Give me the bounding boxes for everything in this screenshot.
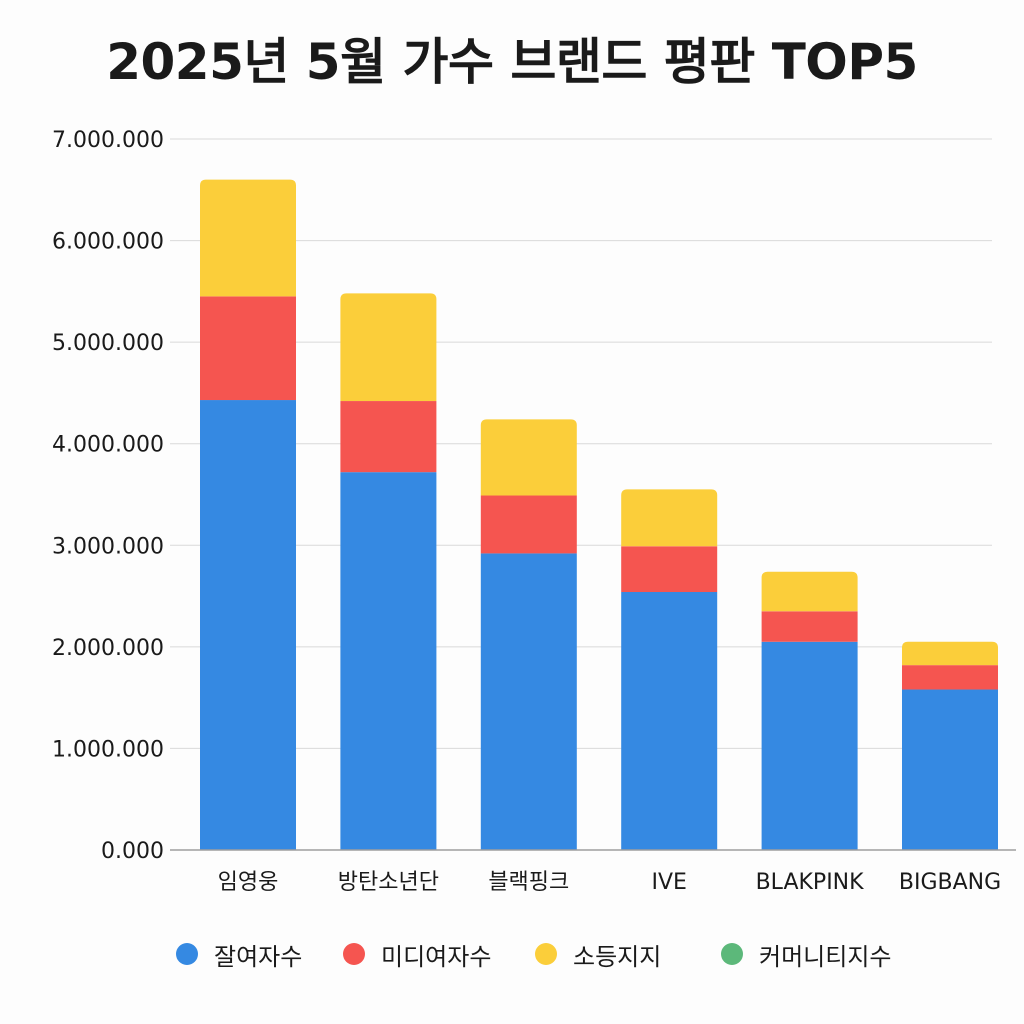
legend-label: 커머니티지수 <box>759 942 892 971</box>
grid-lines <box>170 138 992 749</box>
y-tick-label: 3.000.000 <box>52 534 164 559</box>
bar-segment <box>340 401 437 473</box>
bar-segment <box>200 179 296 297</box>
y-tick-label: 2.000.000 <box>52 636 164 661</box>
bars <box>200 179 998 850</box>
y-tick-label: 5.000.000 <box>52 331 164 356</box>
y-tick-label: 7.000.000 <box>52 128 164 153</box>
legend-item: 잘여자수 <box>176 934 302 974</box>
bar-segment <box>761 571 858 612</box>
bar-segment <box>761 611 858 642</box>
stacked-bar-chart: 0.000 1.000.000 2.000.000 3.000.000 4.000.00… <box>52 128 1016 895</box>
y-tick-label: 0.000 <box>101 839 164 864</box>
legend-item: 소등지지 <box>535 934 661 974</box>
x-category-label: BIGBANG <box>899 870 1001 895</box>
bar-segment <box>200 296 296 401</box>
legend-item: 미디여자수 <box>343 934 491 974</box>
bar-segment <box>761 641 858 850</box>
bar-segment <box>480 419 577 496</box>
bar-segment <box>340 293 437 402</box>
bar-segment <box>621 592 718 850</box>
legend: 잘여자수 미디여자수 소등지지 커머니티지수 <box>0 934 1024 974</box>
bar-segment <box>200 400 296 850</box>
x-category-label: IVE <box>651 870 686 895</box>
x-category-label: 블랙핑크 <box>488 870 569 895</box>
x-category-label: BLAKPINK <box>756 870 865 895</box>
bar-segment <box>480 553 577 850</box>
legend-swatch <box>176 943 198 965</box>
chart-title: 2025년 5월 가수 브랜드 평판 TOP5 <box>106 33 918 91</box>
legend-label: 미디여자수 <box>381 942 492 971</box>
x-axis-category-labels: 임영웅 방탄소년단 블랙핑크 IVE BLAKPINK BIGBANG <box>218 870 1002 895</box>
bar-segment <box>902 665 998 690</box>
bar-segment <box>480 495 577 554</box>
bar-segment <box>621 489 718 547</box>
legend-swatch <box>343 943 365 965</box>
x-category-label: 임영웅 <box>218 870 279 895</box>
bar-segment <box>621 546 718 593</box>
legend-label: 소등지지 <box>573 942 662 971</box>
legend-swatch <box>535 943 557 965</box>
y-tick-label: 1.000.000 <box>52 737 164 762</box>
legend-label: 잘여자수 <box>214 942 303 971</box>
y-tick-label: 6.000.000 <box>52 230 164 255</box>
y-axis-tick-labels: 0.000 1.000.000 2.000.000 3.000.000 4.000.00… <box>52 128 164 864</box>
legend-swatch <box>721 943 743 965</box>
bar-segment <box>902 689 998 850</box>
x-category-label: 방탄소년단 <box>338 870 439 895</box>
legend-item: 커머니티지수 <box>721 934 891 974</box>
bar-segment <box>902 641 998 666</box>
y-tick-label: 4.000.000 <box>52 433 164 458</box>
bar-segment <box>340 472 437 850</box>
